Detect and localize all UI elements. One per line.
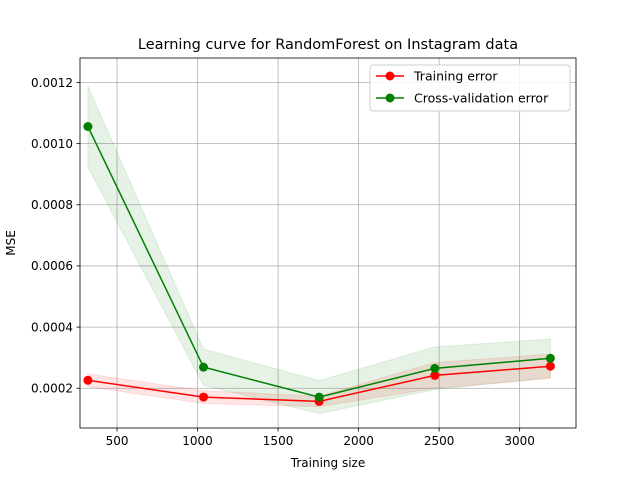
data-point (314, 392, 324, 402)
x-tick-label: 1500 (263, 434, 294, 448)
data-point (430, 370, 440, 380)
x-tick-label: 500 (106, 434, 129, 448)
grid (80, 58, 576, 428)
y-tick-label: 0.0010 (31, 137, 73, 151)
x-tick-label: 3000 (504, 434, 535, 448)
series-lines (83, 121, 555, 406)
y-tick-label: 0.0004 (31, 320, 73, 334)
data-point (430, 363, 440, 373)
data-point (83, 121, 93, 131)
plot-area (79, 57, 577, 429)
error-band-1 (87, 85, 551, 415)
data-point (545, 353, 555, 363)
data-point (545, 361, 555, 371)
legend-frame (369, 64, 571, 112)
legend-marker-cross-validation (385, 93, 395, 103)
x-tick-label: 1000 (182, 434, 213, 448)
x-tick-label: 2000 (343, 434, 374, 448)
axes-frame (79, 57, 577, 429)
y-axis-ticks: 0.0002 0.0004 0.0006 0.0008 0.0010 0.0012 (31, 76, 80, 396)
data-point (83, 375, 93, 385)
x-axis-ticks: 500 1000 1500 2000 2500 3000 (106, 428, 535, 448)
legend-label-training: Training error (413, 69, 498, 84)
legend: Training error Cross-validation error (369, 64, 571, 112)
y-tick-label: 0.0008 (31, 198, 73, 212)
legend-marker-training (385, 71, 395, 81)
y-tick-label: 0.0006 (31, 259, 73, 273)
data-point (199, 392, 209, 402)
y-tick-label: 0.0012 (31, 76, 73, 90)
y-axis-label: MSE (4, 230, 18, 256)
chart-title: Learning curve for RandomForest on Insta… (138, 37, 518, 53)
y-tick-label: 0.0002 (31, 382, 73, 396)
data-point (199, 362, 209, 372)
x-tick-label: 2500 (424, 434, 455, 448)
legend-label-cross-validation: Cross-validation error (414, 91, 549, 106)
x-axis-label: Training size (290, 456, 365, 470)
plot-background (80, 58, 576, 428)
